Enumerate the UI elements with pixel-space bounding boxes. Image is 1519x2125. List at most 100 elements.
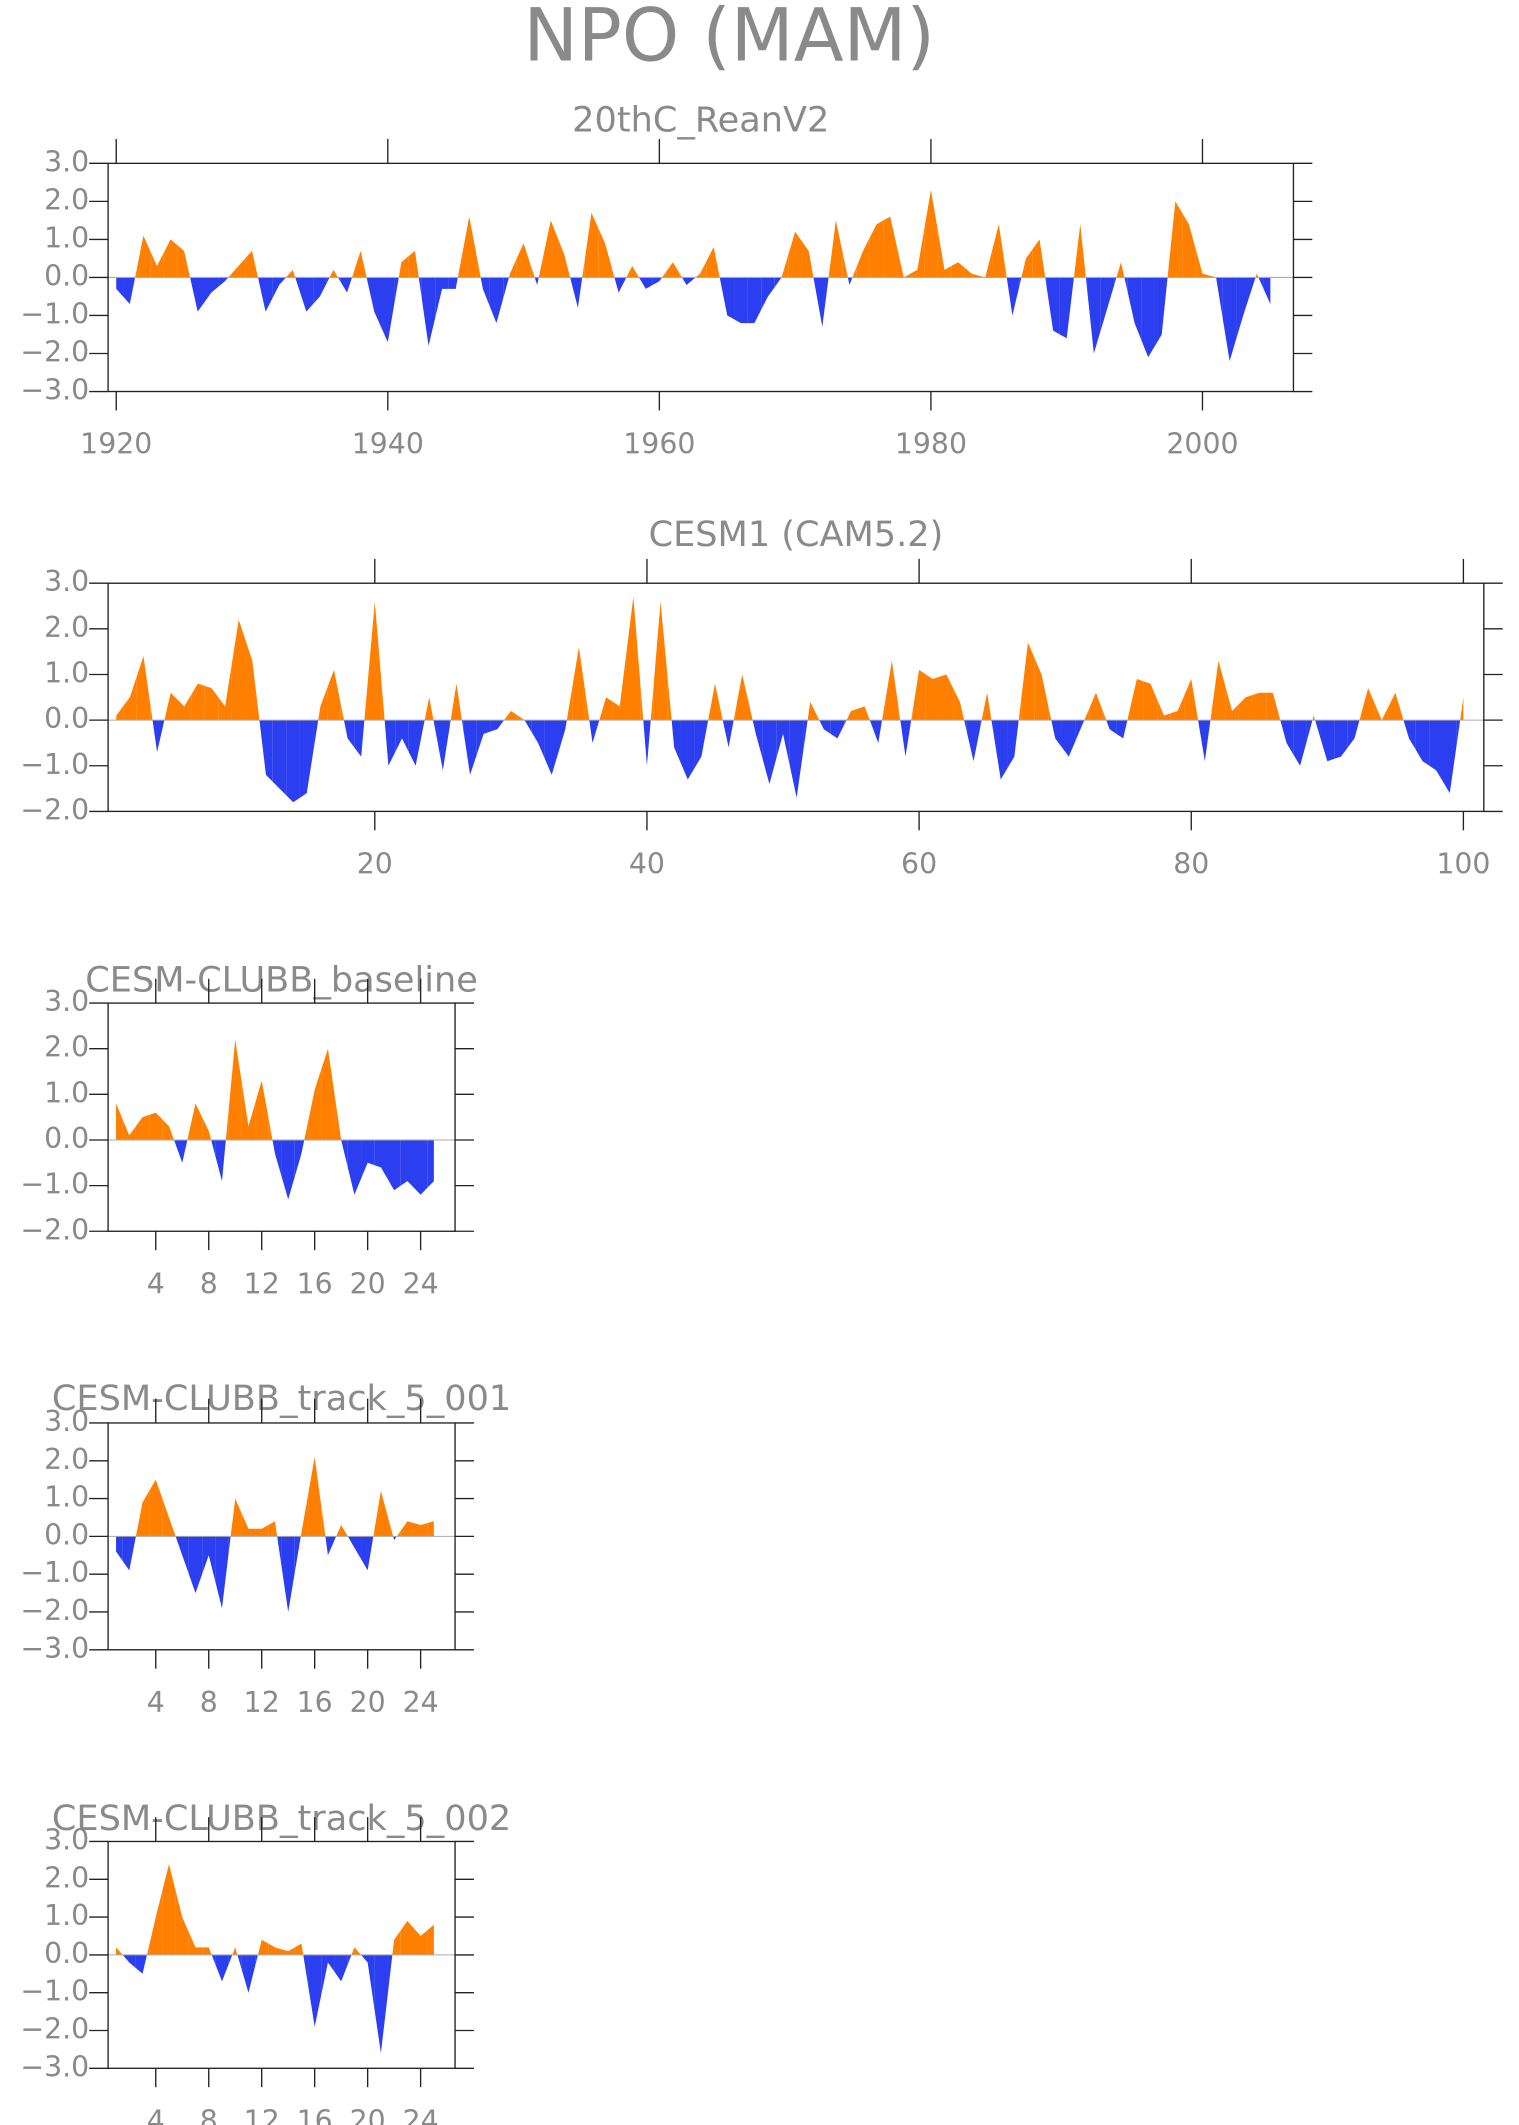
area-segment: [1100, 277, 1115, 331]
x-tick-label: 24: [403, 2104, 439, 2125]
area-negative: [1116, 720, 1128, 739]
area-negative: [1005, 277, 1020, 316]
area-segment: [374, 1491, 388, 1537]
area-segment: [937, 229, 952, 278]
area-positive: [294, 1121, 309, 1140]
area-segment: [1250, 273, 1264, 295]
x-tick-label: 20: [350, 2104, 386, 2125]
area-segment: [1157, 699, 1171, 721]
area-positive: [829, 220, 843, 278]
area-segment: [387, 1139, 401, 1191]
area-negative: [694, 720, 709, 769]
area-positive: [245, 250, 259, 278]
area-negative: [384, 720, 396, 766]
area-positive: [653, 601, 668, 721]
area-negative: [722, 720, 734, 748]
y-tick-label: 1.0: [44, 221, 89, 254]
y-tick-label: −3.0: [20, 1632, 89, 1665]
area-segment: [1388, 692, 1403, 721]
area-negative: [761, 277, 775, 310]
area-negative: [387, 1139, 401, 1191]
area-segment: [774, 254, 789, 287]
area-negative: [900, 720, 912, 757]
y-tick-label: −1.0: [20, 297, 89, 330]
area-segment: [175, 1890, 189, 1955]
area-positive: [1116, 708, 1131, 721]
area-segment: [123, 269, 137, 305]
area-negative: [1046, 277, 1060, 335]
area-segment: [1211, 660, 1226, 721]
area-segment: [1059, 277, 1074, 339]
area-positive: [883, 216, 897, 278]
area-segment: [626, 596, 641, 721]
area-negative: [202, 1536, 216, 1582]
area-negative: [980, 720, 994, 737]
area-segment: [116, 1947, 123, 1955]
area-segment: [136, 656, 151, 721]
area-negative: [272, 720, 287, 796]
area-segment: [490, 720, 505, 732]
area-negative: [367, 277, 382, 327]
area-negative: [381, 277, 395, 343]
area-segment: [135, 1114, 150, 1140]
area-segment: [255, 1939, 269, 1967]
area-segment: [721, 710, 736, 748]
area-segment: [321, 1954, 335, 1995]
area-segment: [449, 683, 464, 730]
area-positive: [204, 685, 219, 721]
area-segment: [856, 237, 870, 278]
area-segment: [1238, 695, 1253, 721]
area-segment: [294, 1121, 309, 1177]
area-segment: [1154, 267, 1169, 346]
area-negative: [558, 720, 567, 753]
y-tick-label: 3.0: [44, 565, 89, 598]
y-tick-label: −2.0: [20, 335, 89, 368]
area-positive: [708, 683, 722, 721]
area-segment: [190, 277, 205, 312]
area-segment: [241, 1082, 256, 1140]
area-positive: [1211, 660, 1226, 721]
area-positive: [175, 1133, 189, 1140]
y-tick-label: 3.0: [44, 145, 89, 178]
area-negative: [762, 720, 777, 785]
area-positive: [268, 1117, 282, 1140]
area-segment: [400, 1521, 415, 1537]
x-tick-label: 16: [297, 1686, 333, 1719]
area-positive: [231, 619, 246, 721]
area-segment: [830, 720, 845, 739]
y-tick-label: −1.0: [20, 1975, 89, 2008]
area-segment: [414, 1928, 428, 1955]
area-negative: [1007, 720, 1019, 769]
area-segment: [408, 720, 423, 766]
area-positive: [953, 688, 967, 721]
area-segment: [326, 269, 341, 284]
area-positive: [422, 697, 437, 721]
area-positive: [543, 220, 558, 278]
area-negative: [408, 277, 422, 299]
area-negative: [326, 277, 341, 284]
area-negative: [611, 277, 626, 293]
area-positive: [599, 697, 613, 721]
area-segment: [1034, 658, 1049, 721]
area-negative: [361, 1954, 375, 2008]
area-negative: [476, 277, 490, 306]
area-negative: [1236, 277, 1251, 339]
area-segment: [427, 1139, 434, 1188]
area-positive: [1021, 642, 1035, 721]
area-positive: [414, 1928, 428, 1955]
area-positive: [721, 710, 736, 721]
area-positive: [188, 1103, 203, 1140]
area-segment: [122, 1119, 136, 1140]
area-segment: [679, 273, 694, 286]
area-negative: [272, 1139, 282, 1177]
area-segment: [1225, 685, 1239, 721]
area-positive: [1456, 697, 1464, 721]
area-positive: [285, 269, 300, 278]
x-tick-label: 20: [357, 847, 393, 880]
area-positive: [163, 239, 178, 278]
x-tick-label: 4: [147, 1267, 165, 1300]
area-positive: [885, 660, 899, 721]
area-positive: [202, 1947, 216, 1955]
area-segment: [374, 1139, 388, 1179]
